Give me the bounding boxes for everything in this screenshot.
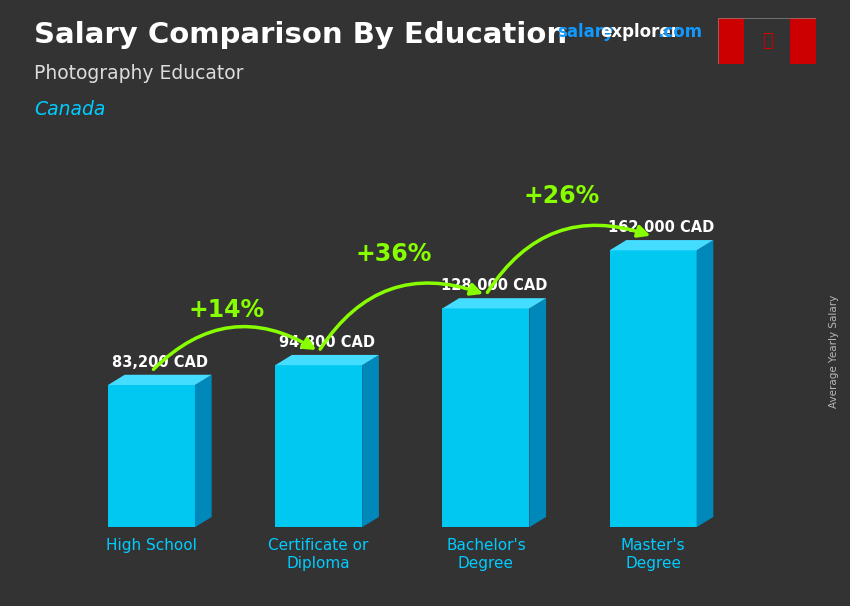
Bar <box>718 18 745 64</box>
Polygon shape <box>362 355 379 527</box>
Text: Canada: Canada <box>34 100 105 119</box>
Polygon shape <box>442 298 546 308</box>
Polygon shape <box>275 365 362 527</box>
Text: 128,000 CAD: 128,000 CAD <box>441 278 547 293</box>
Polygon shape <box>609 240 713 250</box>
Polygon shape <box>442 308 530 527</box>
Text: 94,800 CAD: 94,800 CAD <box>279 335 375 350</box>
Text: 83,200 CAD: 83,200 CAD <box>112 355 208 370</box>
Text: Salary Comparison By Education: Salary Comparison By Education <box>34 21 567 49</box>
Polygon shape <box>609 250 697 527</box>
Polygon shape <box>697 240 713 527</box>
Text: Photography Educator: Photography Educator <box>34 64 243 82</box>
Text: 🍁: 🍁 <box>762 32 773 50</box>
Text: +26%: +26% <box>523 184 599 208</box>
Bar <box>790 18 816 64</box>
Polygon shape <box>108 375 212 385</box>
Text: explorer: explorer <box>600 23 679 41</box>
Polygon shape <box>530 298 546 527</box>
Text: +14%: +14% <box>189 298 265 322</box>
Text: .com: .com <box>657 23 702 41</box>
Text: salary: salary <box>557 23 614 41</box>
Text: 162,000 CAD: 162,000 CAD <box>609 220 715 235</box>
Polygon shape <box>275 355 379 365</box>
Polygon shape <box>108 385 195 527</box>
Polygon shape <box>195 375 212 527</box>
Text: Average Yearly Salary: Average Yearly Salary <box>829 295 839 408</box>
Text: +36%: +36% <box>356 242 432 265</box>
